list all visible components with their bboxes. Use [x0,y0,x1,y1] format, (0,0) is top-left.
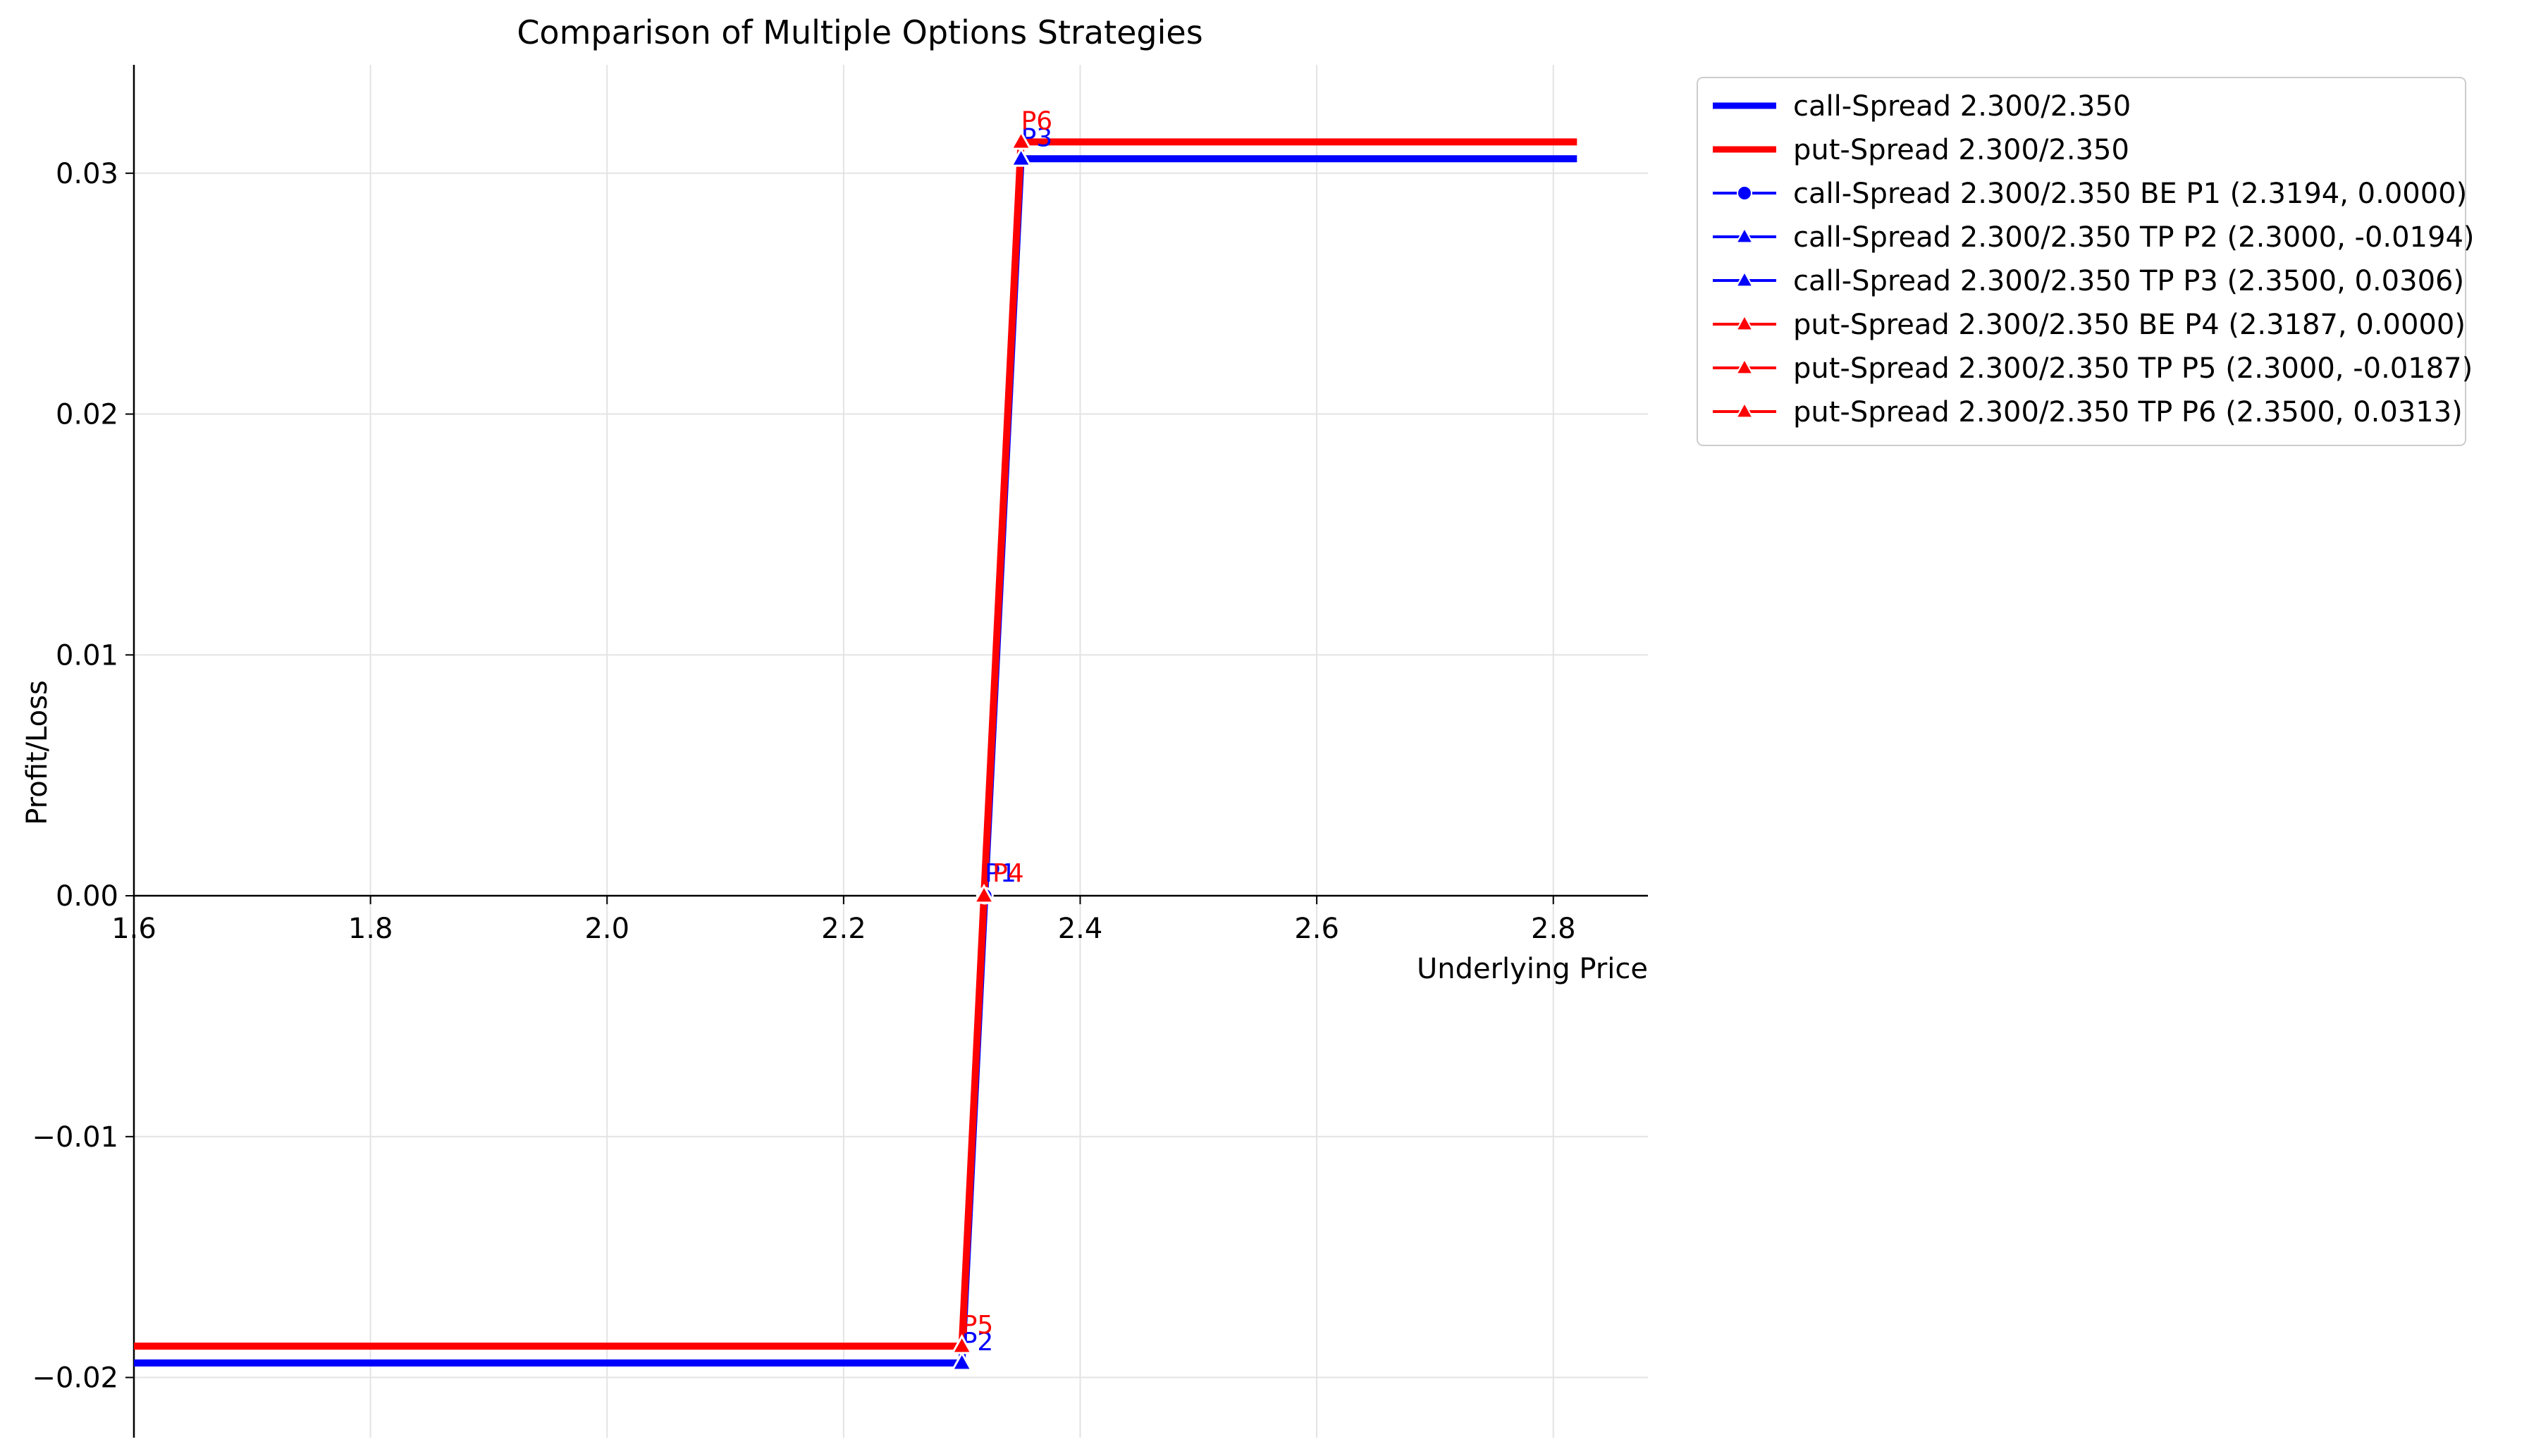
legend-swatch-marker-3 [1735,226,1754,244]
legend-item-5: put-Spread 2.300/2.350 BE P4 (2.3187, 0.… [1713,309,2466,341]
legend-swatch-marker-2 [1737,185,1752,201]
chart-title: Comparison of Multiple Options Strategie… [517,13,1202,51]
point-marker-p2 [950,1350,973,1371]
x-axis-label: Underlying Price [1417,953,1648,985]
series-line-0 [134,155,1577,1367]
legend-item-4: call-Spread 2.300/2.350 TP P3 (2.3500, 0… [1713,265,2464,297]
x-tick-label-2: 2.0 [584,913,629,945]
y-tick-label-5: 0.03 [56,158,118,190]
x-tick-label-1: 1.8 [348,913,393,945]
tick-labels: 1.6 1.8 2.0 2.2 2.4 2.6 2.8 −0.02 −0.01 0.00 0.01 0… [32,158,1575,1395]
x-tick-label-0: 1.6 [111,913,156,945]
y-tick-label-3: 0.01 [56,639,118,672]
point-label-p4: P4 [992,859,1024,888]
y-tick-label-1: −0.01 [32,1121,118,1154]
x-tick-label-5: 2.6 [1294,913,1339,945]
point-marker-p6 [1009,130,1033,150]
series-layer [134,138,1577,1367]
y-axis-label: Profit/Loss [21,680,54,825]
legend-label-7: put-Spread 2.300/2.350 TP P6 (2.3500, 0.… [1793,396,2463,428]
legend-item-7: put-Spread 2.300/2.350 TP P6 (2.3500, 0.… [1713,396,2463,428]
legend-label-4: call-Spread 2.300/2.350 TP P3 (2.3500, 0… [1793,265,2464,297]
legend: call-Spread 2.300/2.350 put-Spread 2.300/… [1697,77,2475,446]
point-marker-p5 [950,1334,973,1355]
x-tick-label-3: 2.2 [821,913,866,945]
legend-swatch-marker-4 [1735,270,1754,288]
legend-label-6: put-Spread 2.300/2.350 TP P5 (2.3000, -0… [1793,352,2473,385]
point-label-p5: P5 [962,1311,994,1340]
legend-label-1: put-Spread 2.300/2.350 [1793,134,2129,166]
y-tick-label-2: 0.00 [56,880,118,913]
grid [133,65,1648,1438]
point-label-p1: P1 [985,859,1016,888]
legend-item-1: put-Spread 2.300/2.350 [1713,134,2129,166]
legend-label-0: call-Spread 2.300/2.350 [1793,90,2131,123]
y-tick-label-4: 0.02 [56,399,118,431]
axes [133,65,1648,1438]
legend-item-6: put-Spread 2.300/2.350 TP P5 (2.3000, -0… [1713,352,2473,385]
point-marker-p3 [1009,147,1033,167]
legend-item-2: call-Spread 2.300/2.350 BE P1 (2.3194, 0… [1713,178,2467,210]
legend-label-5: put-Spread 2.300/2.350 BE P4 (2.3187, 0.… [1793,309,2466,341]
legend-swatch-marker-7 [1735,401,1754,419]
x-tick-label-6: 2.8 [1531,913,1576,945]
legend-swatch-marker-5 [1735,314,1754,331]
legend-label-2: call-Spread 2.300/2.350 BE P1 (2.3194, 0… [1793,178,2467,210]
point-marker-p4 [973,883,995,904]
legend-box [1697,77,2466,446]
legend-item-3: call-Spread 2.300/2.350 TP P2 (2.3000, -… [1713,221,2475,254]
x-tick-label-4: 2.4 [1058,913,1103,945]
point-label-p6: P6 [1021,106,1053,135]
legend-swatch-marker-6 [1735,357,1754,375]
y-tick-label-0: −0.02 [32,1362,118,1395]
series-line-1 [134,138,1577,1350]
legend-item-0: call-Spread 2.300/2.350 [1713,90,2131,123]
legend-label-3: call-Spread 2.300/2.350 TP P2 (2.3000, -… [1793,221,2475,254]
